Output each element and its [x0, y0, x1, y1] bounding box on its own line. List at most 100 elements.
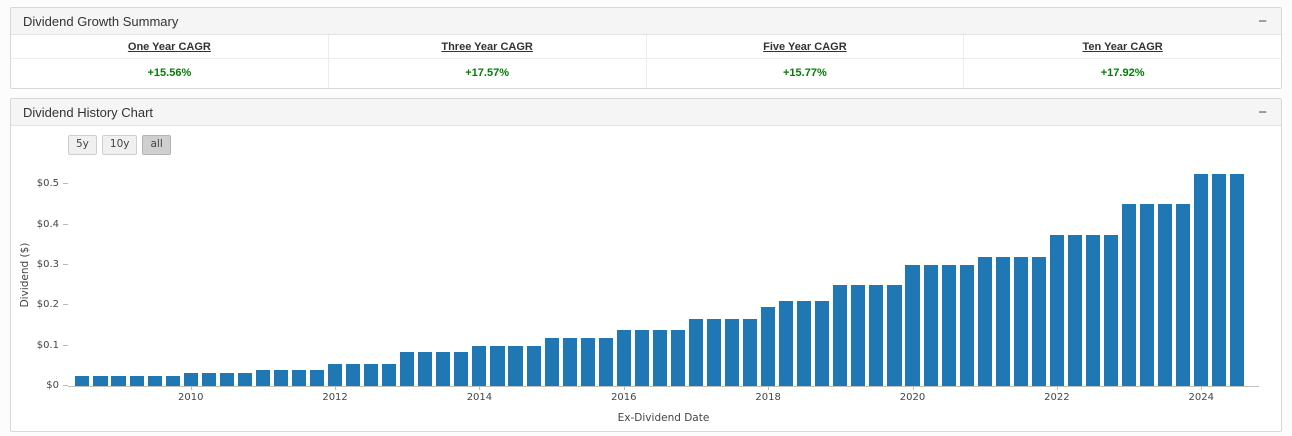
dividend-bar: [1103, 234, 1119, 386]
x-tick-mark: [1056, 386, 1058, 390]
dividend-bar: [905, 264, 920, 386]
dividend-bar: [472, 345, 487, 386]
summary-column-value: +15.56%: [11, 59, 329, 88]
summary-column-value: +17.92%: [1100, 67, 1145, 79]
y-tick-label: $0: [46, 380, 59, 391]
dividend-bar: [1212, 174, 1227, 386]
dividend-bar: [1031, 256, 1046, 386]
dividend-bar: [779, 301, 794, 386]
dividend-bar: [887, 285, 902, 386]
dividend-bar: [129, 375, 144, 386]
y-axis-title: Dividend ($): [19, 242, 31, 308]
history-panel-header: Dividend History Chart −: [11, 99, 1281, 126]
dividend-bar: [1230, 174, 1245, 386]
y-tick-mark: [63, 385, 68, 386]
range-button-5y[interactable]: 5y: [68, 135, 97, 155]
summary-column-header: Ten Year CAGR: [964, 35, 1281, 59]
summary-column-value: +17.57%: [329, 59, 647, 88]
history-collapse-button[interactable]: −: [1258, 103, 1267, 121]
dividend-history-chart: 5y 10y all Dividend ($) $0 $0.1 $0.2 $0.3 $0.4…: [11, 126, 1281, 431]
dividend-bar: [382, 363, 397, 386]
y-tick-label: $0.4: [36, 218, 59, 230]
dividend-bar: [815, 301, 830, 386]
x-tick-mark: [479, 386, 481, 390]
dividend-bar: [670, 329, 685, 386]
y-tick-mark: [63, 183, 68, 185]
x-tick-label: 2012: [322, 392, 348, 403]
x-tick-mark: [335, 386, 337, 390]
dividend-bar: [1067, 234, 1082, 386]
dividend-bar: [923, 264, 938, 386]
dividend-bar: [977, 256, 992, 386]
summary-column-header: One Year CAGR: [11, 35, 329, 59]
dividend-bar: [93, 375, 108, 386]
x-tick-mark: [1201, 386, 1203, 390]
x-tick-mark: [912, 386, 914, 390]
dividend-bar: [688, 319, 703, 386]
dividend-bar: [273, 369, 288, 386]
x-tick-label: 2016: [611, 392, 637, 403]
dividend-bar: [833, 285, 848, 386]
dividend-bar: [797, 301, 812, 386]
dividend-bar: [851, 285, 866, 386]
range-button-all[interactable]: all: [142, 135, 171, 155]
dividend-bar: [508, 345, 523, 386]
dividend-bar: [255, 369, 270, 386]
dividend-bar: [201, 372, 216, 386]
y-tick-label: $0.2: [36, 299, 59, 311]
x-tick-label: 2014: [466, 392, 493, 403]
dividend-bar: [761, 307, 776, 386]
dividend-history-chart-panel: Dividend History Chart − 5y 10y all Divide…: [10, 98, 1282, 432]
dividend-bar: [1194, 174, 1209, 386]
dividend-bar: [1013, 256, 1028, 386]
dividend-bar: [598, 337, 613, 386]
range-button-group: 5y 10y all: [68, 135, 171, 155]
summary-collapse-button[interactable]: −: [1258, 12, 1267, 30]
x-tick-label: 2010: [177, 392, 204, 403]
dividend-bar: [725, 319, 740, 386]
dividend-bar: [526, 345, 541, 386]
summary-column-value: +15.77%: [647, 59, 965, 88]
y-tick-mark: [63, 344, 68, 346]
x-tick-label: 2022: [1044, 392, 1070, 403]
summary-panel-header: Dividend Growth Summary −: [11, 8, 1281, 35]
dividend-bar: [111, 375, 126, 386]
dividend-bar: [634, 329, 649, 386]
y-tick-label: $0.1: [36, 339, 59, 351]
dividend-bar: [580, 337, 595, 386]
dividend-bar: [1085, 234, 1100, 386]
y-tick-mark: [63, 304, 68, 306]
dividend-bar: [400, 351, 415, 386]
dividend-bar: [328, 363, 343, 386]
plot-area: $0 $0.1 $0.2 $0.3 $0.4 $0.5 2010 2012 2014 2016 20…: [37, 164, 1259, 403]
dividend-growth-summary-panel: Dividend Growth Summary − One Year CAGR T…: [10, 7, 1282, 89]
dividend-bar: [219, 372, 234, 386]
dividend-bar: [418, 351, 433, 386]
dividend-bar: [1176, 204, 1191, 386]
dividend-bar: [183, 372, 198, 386]
summary-value-row: +15.56% +17.57% +15.77% +17.92%: [11, 59, 1281, 88]
dividend-bar: [364, 363, 379, 386]
y-tick-label: $0.3: [36, 258, 59, 270]
dividend-bar: [309, 369, 325, 386]
dividend-bar: [147, 375, 162, 386]
x-tick-mark: [623, 386, 625, 390]
summary-header-row: One Year CAGR Three Year CAGR Five Year CA…: [11, 35, 1281, 59]
dividend-bar: [995, 256, 1010, 386]
x-tick-mark: [190, 386, 192, 390]
dividend-bar: [959, 264, 974, 386]
dividend-bar: [436, 351, 451, 386]
dividend-bar: [743, 319, 758, 386]
range-button-10y[interactable]: 10y: [101, 135, 138, 155]
summary-column-header: Five Year CAGR: [646, 35, 965, 59]
dividend-bar: [346, 363, 361, 386]
dividend-bar: [1049, 234, 1064, 386]
dividend-bar: [165, 375, 180, 386]
dividend-bar: [652, 329, 667, 386]
dividend-bar: [869, 285, 884, 386]
x-tick-mark: [768, 386, 770, 390]
dividend-bar: [941, 264, 956, 386]
x-axis-title: Ex-Dividend Date: [617, 412, 710, 424]
dividend-bar: [1158, 204, 1173, 386]
x-tick-label: 2018: [755, 392, 781, 403]
